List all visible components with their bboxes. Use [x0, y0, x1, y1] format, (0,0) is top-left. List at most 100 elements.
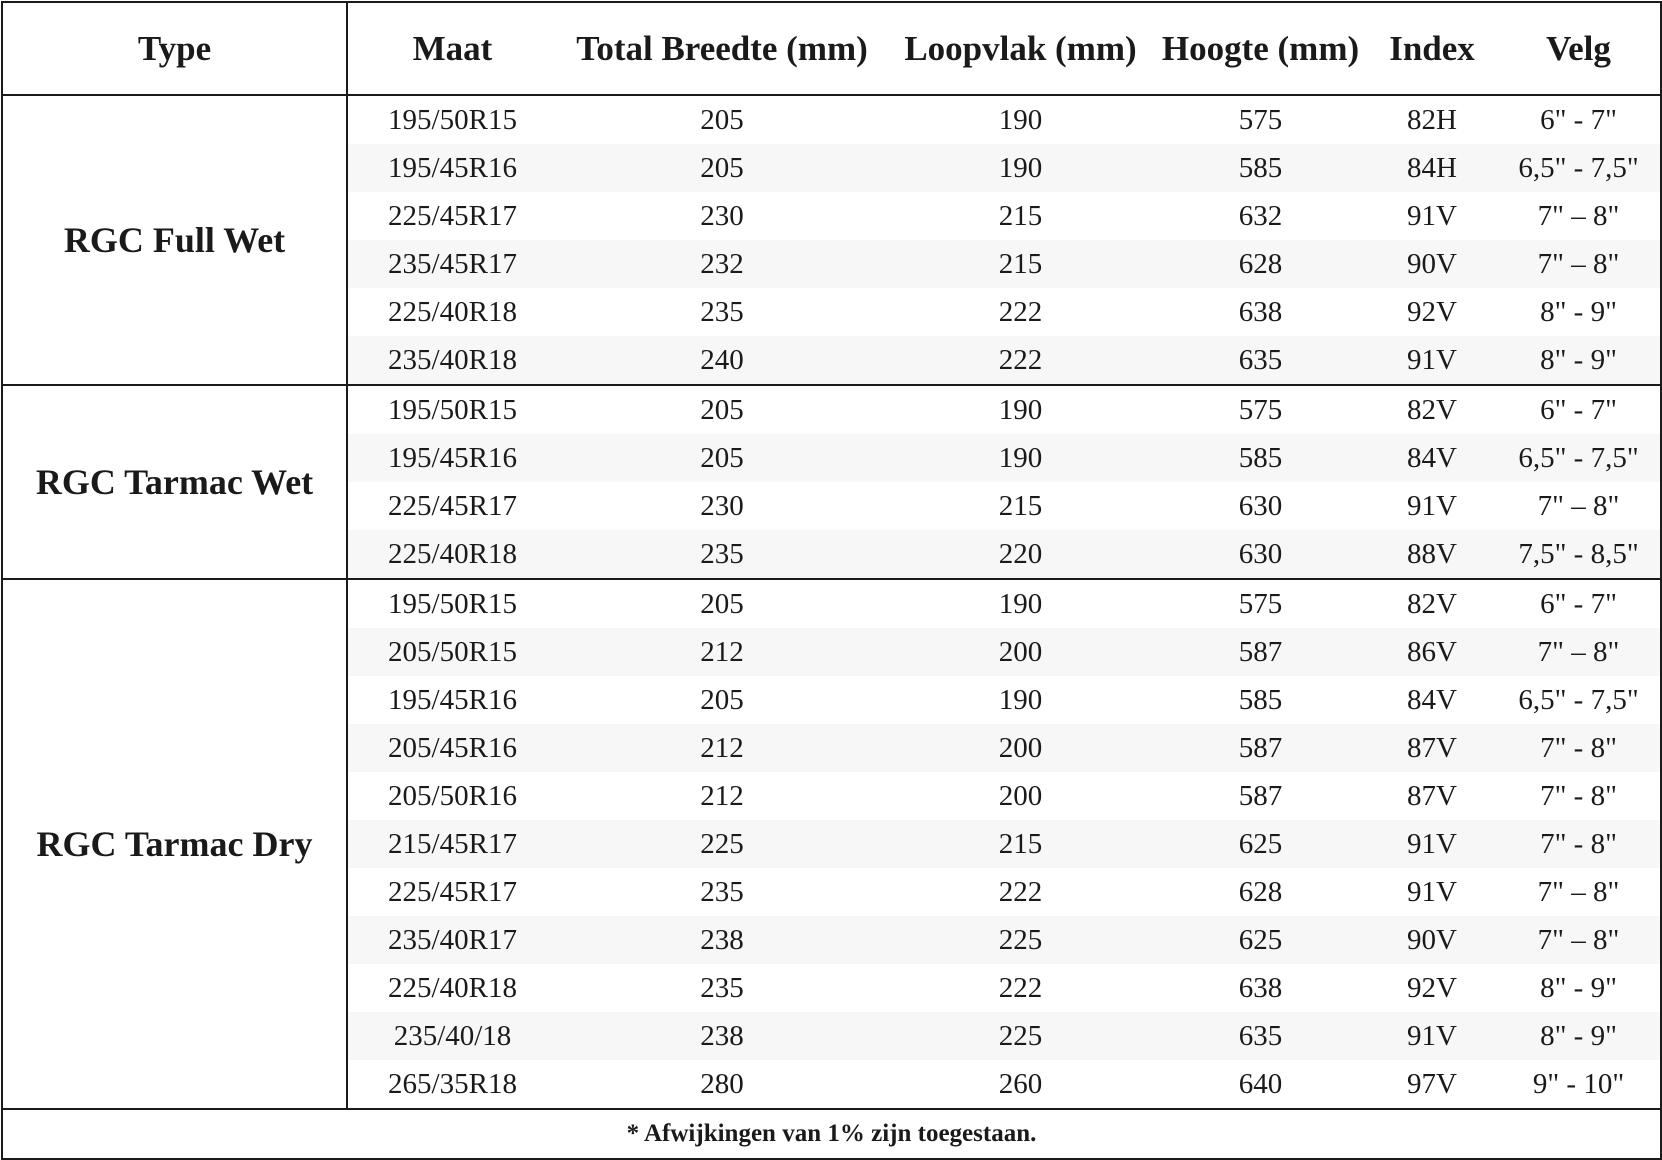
cell-total-breedte: 240 — [557, 336, 887, 386]
cell-maat: 225/40R18 — [388, 295, 517, 328]
cell-velg: 8" - 9" — [1497, 1012, 1662, 1060]
cell-index: 88V — [1367, 530, 1497, 580]
cell-loopvlak: 190 — [998, 587, 1043, 620]
cell-hoogte: 587 — [1154, 628, 1367, 676]
cell-hoogte: 575 — [1238, 393, 1283, 426]
table-row: 235/40/18 238 225 635 91V 8" - 9" — [2, 1012, 1662, 1060]
cell-index: 92V — [1407, 295, 1457, 328]
table-row: 195/45R16 205 190 585 84V 6,5" - 7,5" — [2, 676, 1662, 724]
cell-maat: 225/40R18 — [388, 971, 517, 1004]
cell-loopvlak: 190 — [998, 683, 1043, 716]
cell-loopvlak: 215 — [887, 820, 1154, 868]
table-row: 195/45R16 205 190 585 84H 6,5" - 7,5" — [2, 144, 1662, 192]
cell-hoogte: 638 — [1238, 971, 1283, 1004]
cell-maat: 235/40R18 — [347, 336, 557, 386]
cell-total-breedte: 280 — [557, 1060, 887, 1110]
cell-maat: 235/40/18 — [347, 1012, 557, 1060]
cell-total-breedte: 235 — [700, 295, 744, 328]
cell-total-breedte: 205 — [700, 103, 744, 136]
cell-total-breedte: 235 — [700, 971, 744, 1004]
cell-velg: 7" - 8" — [1497, 772, 1662, 820]
header-velg: Velg — [1497, 1, 1662, 96]
table-row: 225/40R18 235 222 638 92V 8" - 9" — [2, 964, 1662, 1012]
cell-total-breedte: 235 — [700, 875, 744, 908]
cell-index: 87V — [1407, 779, 1457, 812]
cell-maat: 205/45R16 — [347, 724, 557, 772]
cell-hoogte: 587 — [1154, 724, 1367, 772]
cell-index: 97V — [1367, 1060, 1497, 1110]
cell-total-breedte: 238 — [557, 1012, 887, 1060]
cell-hoogte: 585 — [1238, 683, 1283, 716]
table-row: 225/45R17 235 222 628 91V 7" – 8" — [2, 868, 1662, 916]
cell-hoogte: 628 — [1238, 875, 1283, 908]
cell-total-breedte: 230 — [700, 199, 744, 232]
table-row: 225/45R17 230 215 632 91V 7" – 8" — [2, 192, 1662, 240]
cell-total-breedte: 205 — [700, 393, 744, 426]
cell-loopvlak: 222 — [998, 971, 1043, 1004]
cell-hoogte: 632 — [1238, 199, 1283, 232]
table-row: 215/45R17 225 215 625 91V 7" - 8" — [2, 820, 1662, 868]
cell-velg: 7" – 8" — [1497, 192, 1662, 240]
cell-hoogte: 640 — [1154, 1060, 1367, 1110]
cell-total-breedte: 238 — [557, 916, 887, 964]
type-label: RGC Full Wet — [1, 95, 348, 386]
cell-velg: 8" - 9" — [1497, 964, 1662, 1012]
table-row: 235/40R17 238 225 625 90V 7" – 8" — [2, 916, 1662, 964]
cell-total-breedte: 212 — [700, 779, 744, 812]
cell-loopvlak: 215 — [887, 240, 1154, 288]
cell-hoogte: 625 — [1154, 916, 1367, 964]
cell-loopvlak: 190 — [887, 434, 1154, 482]
cell-loopvlak: 215 — [998, 199, 1043, 232]
cell-velg: 6,5" - 7,5" — [1497, 434, 1662, 482]
table-row: RGC Tarmac Dry 195/50R15 205 190 575 82V 6" - … — [1, 579, 1662, 1110]
cell-index: 87V — [1367, 724, 1497, 772]
cell-maat: 225/45R17 — [388, 489, 517, 522]
cell-maat: 195/45R16 — [388, 683, 517, 716]
footnote: * Afwijkingen van 1% zijn toegestaan. — [1, 1108, 1662, 1160]
cell-loopvlak: 220 — [887, 530, 1154, 580]
cell-loopvlak: 190 — [998, 103, 1043, 136]
table-footer: * Afwijkingen van 1% zijn toegestaan. — [1, 1108, 1662, 1160]
cell-velg: 7" – 8" — [1497, 628, 1662, 676]
cell-velg: 6,5" - 7,5" — [1497, 676, 1662, 724]
cell-index: 91V — [1407, 489, 1457, 522]
cell-index: 82H — [1407, 103, 1457, 136]
table-row: 225/45R17 230 215 630 91V 7" – 8" — [2, 482, 1662, 530]
cell-index: 91V — [1407, 199, 1457, 232]
cell-total-breedte: 230 — [700, 489, 744, 522]
cell-hoogte: 630 — [1238, 489, 1283, 522]
type-label: RGC Tarmac Dry — [1, 579, 348, 1110]
type-label: RGC Tarmac Wet — [1, 385, 348, 580]
cell-total-breedte: 205 — [700, 683, 744, 716]
cell-loopvlak: 225 — [887, 916, 1154, 964]
header-maat: Maat — [347, 1, 557, 96]
cell-index: 91V — [1367, 820, 1497, 868]
cell-loopvlak: 215 — [998, 489, 1043, 522]
cell-velg: 7" - 8" — [1497, 724, 1662, 772]
cell-total-breedte: 225 — [557, 820, 887, 868]
cell-maat: 225/45R17 — [388, 875, 517, 908]
header-row: Type Maat Total Breedte (mm) Loopvlak (m… — [1, 1, 1662, 96]
cell-velg: 7" – 8" — [1497, 916, 1662, 964]
cell-index: 91V — [1407, 875, 1457, 908]
cell-maat: 265/35R18 — [347, 1060, 557, 1110]
cell-maat: 195/50R15 — [388, 587, 517, 620]
table-row: 205/50R15 212 200 587 86V 7" – 8" — [2, 628, 1662, 676]
table-header: Type Maat Total Breedte (mm) Loopvlak (m… — [1, 1, 1662, 96]
cell-maat: 205/50R16 — [388, 779, 517, 812]
cell-hoogte: 585 — [1154, 144, 1367, 192]
cell-hoogte: 585 — [1154, 434, 1367, 482]
cell-loopvlak: 222 — [998, 875, 1043, 908]
cell-hoogte: 635 — [1154, 1012, 1367, 1060]
header-type: Type — [1, 1, 348, 96]
table-row: 225/40R18 235 222 638 92V 8" - 9" — [2, 288, 1662, 336]
header-hoogte: Hoogte (mm) — [1154, 1, 1367, 96]
cell-index: 84V — [1407, 683, 1457, 716]
cell-index: 84V — [1367, 434, 1497, 482]
cell-velg: 6" - 7" — [1497, 579, 1662, 628]
cell-loopvlak: 222 — [998, 295, 1043, 328]
cell-loopvlak: 190 — [998, 393, 1043, 426]
footnote-row: * Afwijkingen van 1% zijn toegestaan. — [1, 1108, 1662, 1160]
cell-index: 90V — [1367, 240, 1497, 288]
